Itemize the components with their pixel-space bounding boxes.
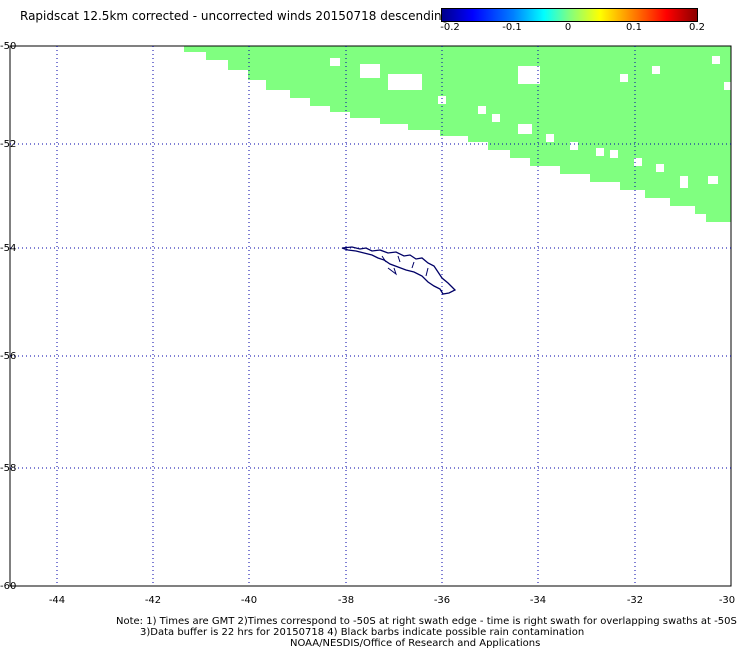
- swath-gap: [620, 74, 628, 82]
- colorbar-tick-label: -0.1: [502, 22, 522, 33]
- lon-tick-label: -32: [627, 595, 643, 606]
- swath-gap: [656, 164, 664, 172]
- colorbar-tick-label: -0.2: [440, 22, 460, 33]
- swath-gap: [492, 114, 500, 122]
- swath-gap: [712, 56, 720, 64]
- swath-gap: [478, 106, 486, 114]
- swath-gap: [680, 176, 688, 188]
- colorbar-tick-label: 0.2: [689, 22, 705, 33]
- island-coastline: [341, 246, 457, 295]
- lon-tick-label: -42: [145, 595, 161, 606]
- lon-axis: -44 -42 -40 -38 -36 -34 -32 -30: [49, 595, 735, 606]
- footnote-line-2: 3)Data buffer is 22 hrs for 20150718 4) …: [140, 627, 585, 638]
- swath-gap: [634, 158, 642, 166]
- lon-tick-label: -30: [719, 595, 735, 606]
- swath-gap: [652, 66, 660, 74]
- colorbar-tick-label: 0: [564, 22, 572, 33]
- swath-gap: [388, 74, 422, 90]
- lon-tick-label: -34: [530, 595, 546, 606]
- lat-grid: [10, 143, 731, 469]
- lat-tick-label: -54: [0, 243, 16, 254]
- lat-tick-label: -50: [0, 41, 16, 52]
- swath-gap: [596, 148, 604, 156]
- plot-title: Rapidscat 12.5km corrected - uncorrected…: [20, 9, 450, 23]
- footnote-line-1: Note: 1) Times are GMT 2)Times correspon…: [116, 616, 737, 627]
- lat-tick-label: -60: [0, 581, 16, 592]
- lat-tick-label: -52: [0, 139, 16, 150]
- lat-tick-label: -56: [0, 351, 16, 362]
- lat-tick-label: -58: [0, 463, 16, 474]
- swath-gap: [518, 66, 540, 84]
- swath-gap: [610, 150, 618, 158]
- swath-area: [184, 46, 731, 222]
- swath-gap: [724, 82, 731, 90]
- map-frame: [9, 45, 732, 587]
- lon-tick-label: -38: [338, 595, 354, 606]
- colorbar-tick-label: 0.1: [626, 22, 642, 33]
- lon-tick-label: -40: [241, 595, 257, 606]
- swath-gap: [518, 124, 532, 134]
- swath-field: [184, 46, 731, 222]
- footnote-credit: NOAA/NESDIS/Office of Research and Appli…: [290, 638, 541, 649]
- color-scale-bar: [441, 8, 698, 22]
- lon-tick-label: -44: [49, 595, 65, 606]
- swath-gap: [570, 142, 578, 150]
- swath-gap: [708, 176, 718, 184]
- swath-gap: [438, 96, 446, 104]
- lon-tick-label: -36: [434, 595, 450, 606]
- swath-gap: [330, 58, 340, 66]
- lat-axis: -50 -52 -54 -56 -58 -60: [0, 41, 16, 592]
- swath-gap: [546, 134, 554, 142]
- swath-gap: [360, 64, 380, 78]
- island-coastline-detail: [381, 255, 429, 277]
